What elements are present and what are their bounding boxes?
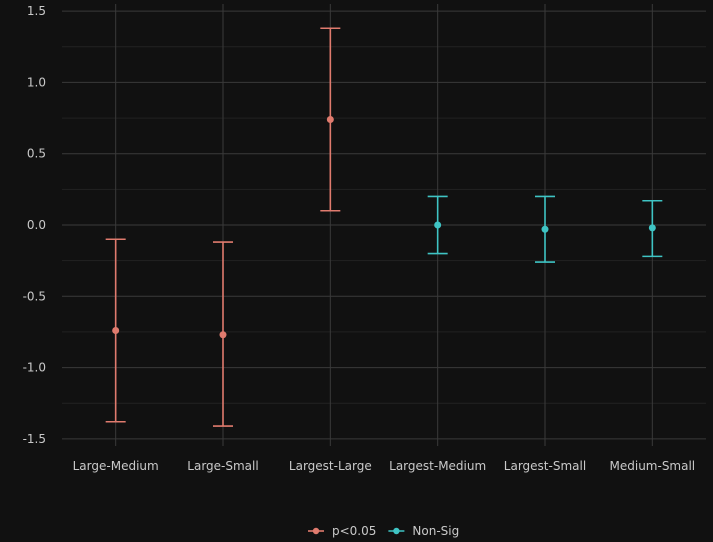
point-estimate [326, 115, 334, 123]
error-bar [105, 238, 126, 423]
error-bar [535, 195, 555, 263]
y-tick-label: 1.5 [27, 4, 46, 18]
y-tick-label: 1.0 [27, 75, 46, 89]
y-tick-label: 0.5 [27, 147, 46, 161]
error-bar [642, 199, 663, 258]
error-bars [105, 27, 663, 427]
error-bar [427, 195, 448, 255]
legend-label: p<0.05 [332, 524, 376, 538]
y-tick-label: 0.0 [27, 218, 46, 232]
x-tick-label: Largest-Large [289, 459, 372, 473]
x-axis-ticks: Large-Medium Large-Small Largest-Large Larg… [73, 459, 696, 473]
grid [62, 4, 706, 446]
error-bar [213, 241, 233, 427]
legend-item: p<0.05 [308, 524, 376, 538]
x-tick-label: Largest-Small [504, 459, 586, 473]
point-estimate [541, 225, 549, 233]
y-tick-label: -1.0 [23, 361, 46, 375]
point-estimate [112, 327, 120, 335]
legend: p<0.05 Non-Sig [308, 524, 459, 538]
legend-key-dot [393, 527, 400, 535]
x-tick-label: Large-Medium [73, 459, 159, 473]
x-tick-label: Large-Small [187, 459, 258, 473]
legend-label: Non-Sig [412, 524, 459, 538]
error-bar [320, 27, 341, 212]
legend-key-dot [312, 527, 320, 535]
x-tick-label: Largest-Medium [389, 459, 486, 473]
point-estimate [219, 331, 227, 339]
legend-item: Non-Sig [388, 524, 459, 538]
y-tick-label: -1.5 [23, 432, 46, 446]
x-tick-label: Medium-Small [610, 459, 696, 473]
point-estimate [434, 221, 442, 229]
y-tick-label: -0.5 [23, 289, 46, 303]
y-axis-ticks: -1.5 -1.0 -0.5 0.0 0.5 1.0 1.5 [23, 4, 46, 446]
point-estimate [648, 224, 656, 232]
